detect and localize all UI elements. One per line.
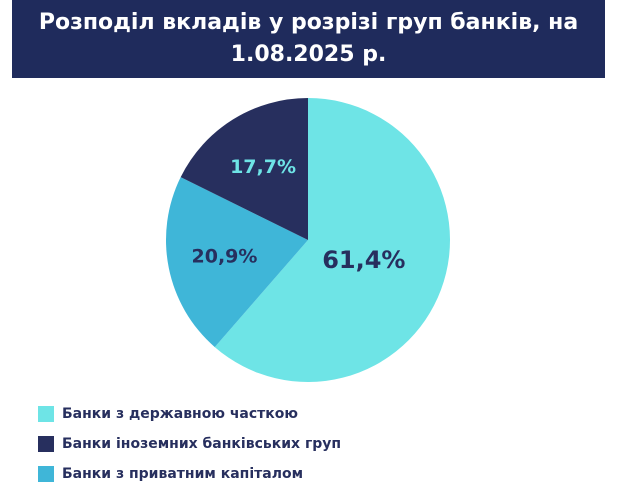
value-label: 61,4% [322, 246, 405, 274]
pie-slice [180, 98, 308, 240]
legend-label: Банки іноземних банківських груп [62, 436, 341, 452]
pie-slice [214, 98, 451, 382]
pie-slice [165, 177, 308, 348]
chart-title: Розподіл вкладів у розрізі груп банків, … [38, 10, 579, 67]
legend-swatch [38, 436, 54, 452]
legend-label: Банки з державною часткою [62, 406, 298, 422]
legend-swatch [38, 466, 54, 482]
legend-swatch [38, 406, 54, 422]
value-label: 20,9% [192, 245, 258, 267]
header: Розподіл вкладів у розрізі груп банків, … [12, 0, 605, 78]
legend-label: Банки з приватним капіталом [62, 466, 303, 482]
value-label: 17,7% [230, 156, 296, 178]
